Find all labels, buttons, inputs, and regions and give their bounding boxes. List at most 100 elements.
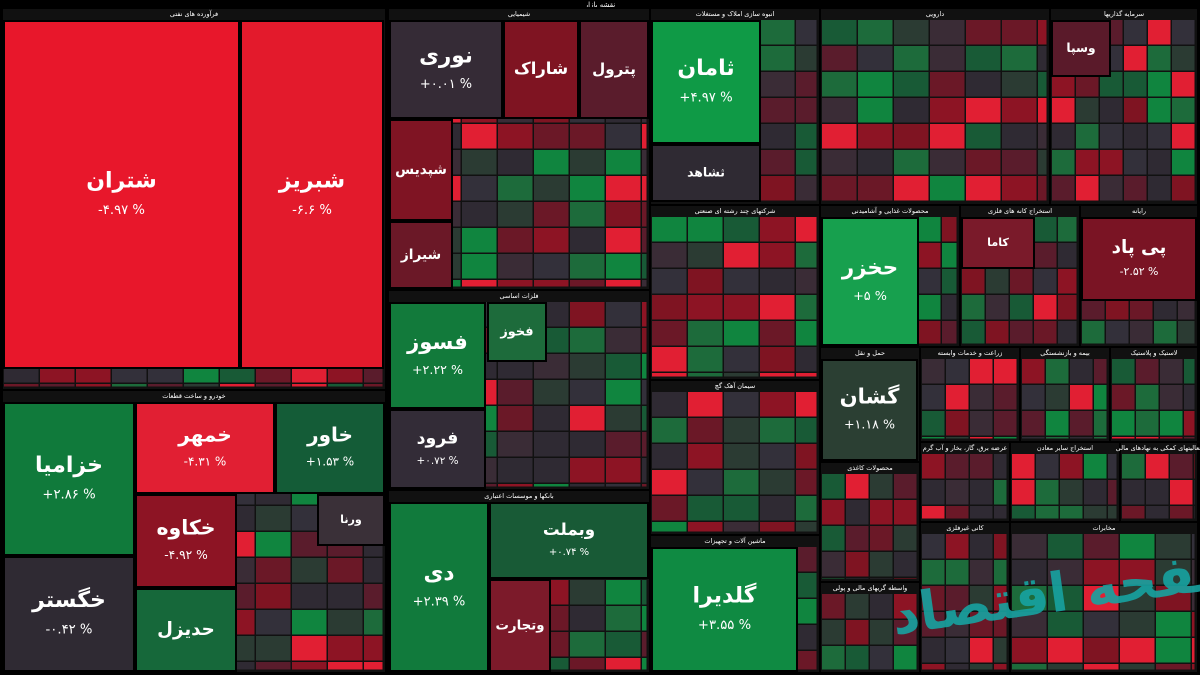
tile-change: +۲.۳۹ % <box>413 595 466 610</box>
filler-cell <box>822 46 857 71</box>
filler-cell <box>946 437 969 439</box>
filler-cell <box>364 384 383 387</box>
filler-cell <box>642 380 647 405</box>
filler-cell <box>570 124 605 149</box>
filler-cell <box>1084 480 1107 505</box>
filler-cell <box>570 150 605 175</box>
filler-cell <box>642 406 647 431</box>
filler-cell <box>1038 46 1047 71</box>
filler-cell <box>688 470 723 495</box>
tile <box>389 502 489 672</box>
filler-cell <box>724 295 759 320</box>
tile-label: وبملت <box>543 520 595 540</box>
tile-label: کاما <box>987 236 1009 249</box>
filler-cell <box>1106 321 1129 344</box>
tile-label: خکاوه <box>156 516 215 540</box>
sector: استخراج کانه های فلزی کاما <box>959 204 1081 348</box>
filler-cell <box>1120 534 1155 559</box>
filler-cell <box>1100 150 1123 175</box>
filler-cell <box>846 646 869 670</box>
tile <box>3 402 135 556</box>
filler-cell <box>822 20 857 45</box>
filler-cell <box>1084 454 1107 479</box>
filler-cell <box>1108 506 1117 519</box>
filler-cell <box>970 586 993 611</box>
filler-cell <box>822 72 857 97</box>
filler-cell <box>760 347 795 372</box>
filler-cell <box>1036 506 1059 519</box>
filler-cell <box>652 522 687 532</box>
filler-cell <box>962 321 985 344</box>
filler-cell <box>1034 269 1057 294</box>
filler-cell <box>1038 150 1047 175</box>
filler-cell <box>570 202 605 227</box>
filler-cell <box>652 243 687 268</box>
filler-cell <box>1002 72 1037 97</box>
filler-cell <box>220 384 255 387</box>
filler-cell <box>858 72 893 97</box>
filler-cell <box>1094 359 1107 384</box>
filler-cell <box>760 243 795 268</box>
tile-change: +۴.۹۷ % <box>679 90 732 105</box>
sector-name: سرمایه گذاریها <box>1104 10 1144 18</box>
tile <box>961 217 1035 269</box>
sectors: فرآورده های نفتی شتران -۴.۹۷ % شبریز -۶.۶ % خ… <box>1 7 1200 674</box>
filler-cell <box>796 418 817 443</box>
filler-cell <box>642 432 647 457</box>
filler-cell <box>688 373 723 377</box>
filler-cell <box>1148 20 1171 45</box>
filler-cell <box>1002 20 1037 45</box>
filler-cell <box>922 411 945 436</box>
filler-cell <box>642 150 647 175</box>
filler-cell <box>922 664 945 670</box>
filler-cell <box>642 328 647 353</box>
filler-cell <box>1170 454 1193 479</box>
filler-cell <box>994 638 1007 663</box>
filler-cell <box>364 584 383 609</box>
tile-label: ورنا <box>340 513 362 526</box>
filler-cell <box>760 20 795 45</box>
filler-cell <box>1048 586 1083 611</box>
filler-cell <box>760 496 795 521</box>
filler-cell <box>918 269 941 294</box>
sector-name: محصولات کاغذی <box>847 464 893 472</box>
filler-cell <box>724 522 759 532</box>
filler-cell <box>1082 295 1105 320</box>
filler-cell <box>570 254 605 279</box>
filler-cell <box>1076 72 1099 97</box>
filler-cell <box>846 578 869 579</box>
filler-cell <box>1070 385 1093 410</box>
filler-cell <box>642 280 647 287</box>
filler-cell <box>966 98 1001 123</box>
filler-cell <box>688 347 723 372</box>
tile <box>1051 20 1111 77</box>
filler-cell <box>858 98 893 123</box>
filler-cell <box>922 612 945 637</box>
filler-cell <box>652 347 687 372</box>
filler-cell <box>1192 586 1195 611</box>
filler-cell <box>1136 385 1159 410</box>
tile <box>489 502 649 579</box>
filler-cell <box>1146 506 1169 519</box>
filler-cell <box>796 217 817 242</box>
filler-cell <box>870 646 893 670</box>
filler-cell <box>642 354 647 379</box>
filler-cell <box>1112 359 1135 384</box>
filler-cell <box>970 437 993 439</box>
filler-cell <box>946 454 969 479</box>
filler-cell <box>922 385 945 410</box>
filler-cell <box>606 254 641 279</box>
filler-cell <box>1070 437 1093 439</box>
tile-label: پی پاد <box>1112 237 1167 258</box>
filler-cell <box>822 500 845 525</box>
tile-change: +۱.۵۳ % <box>306 455 354 469</box>
filler-cell <box>994 506 1007 519</box>
filler-cell <box>364 662 383 670</box>
filler-cell <box>946 664 969 670</box>
filler-cell <box>292 558 327 583</box>
filler-cell <box>760 522 795 532</box>
filler-cell <box>922 454 945 479</box>
filler-cell <box>922 534 945 559</box>
tile-change: -۴.۳۱ % <box>184 455 227 469</box>
filler-cell <box>846 594 869 619</box>
